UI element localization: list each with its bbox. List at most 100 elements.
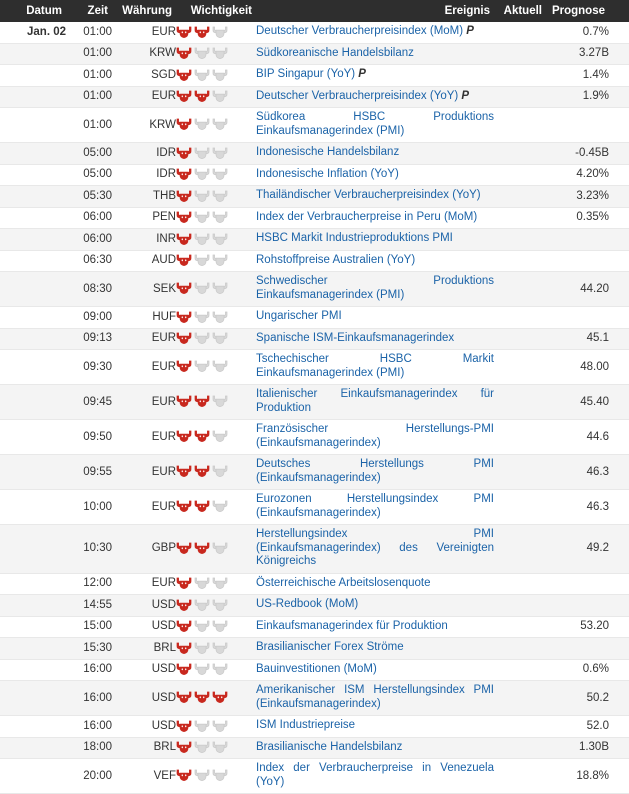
cell-ereignis[interactable]: US-Redbook (MoM) — [256, 595, 494, 617]
cell-wichtigkeit[interactable] — [176, 737, 256, 759]
cell-ereignis[interactable]: Italienischer Einkaufsmanagerindex für P… — [256, 385, 494, 420]
cell-ereignis[interactable]: Bauinvestitionen (MoM) — [256, 659, 494, 681]
event-link[interactable]: Südkoreanische Handelsbilanz — [256, 46, 414, 59]
event-link[interactable]: Eurozonen Herstellungsindex PMI (Einkauf… — [256, 493, 494, 519]
table-row[interactable]: 20:00 VEF Index der Verbraucherpreise in V… — [0, 758, 629, 794]
table-row[interactable]: 09:50 EUR Französischer Herstellungs-PMI (… — [0, 419, 629, 455]
event-link[interactable]: Deutscher Verbraucherpreisindex (YoY) P — [256, 89, 470, 102]
table-row[interactable]: 14:55 USD US-Redbook (MoM) 0.00% — [0, 594, 629, 617]
cell-ereignis[interactable]: Rohstoffpreise Australien (YoY) — [256, 250, 494, 272]
event-link[interactable]: Spanische ISM-Einkaufsmanagerindex — [256, 331, 455, 344]
event-link[interactable]: US-Redbook (MoM) — [256, 598, 359, 610]
cell-wichtigkeit[interactable] — [176, 659, 256, 681]
cell-ereignis[interactable]: Eurozonen Herstellungsindex PMI (Einkauf… — [256, 490, 494, 525]
table-row[interactable]: 01:00 EUR Deutscher Verbraucherpreisindex … — [0, 86, 629, 108]
event-link[interactable]: Südkorea HSBC Produktions Einkaufsmanage… — [256, 111, 494, 137]
event-link[interactable]: Indonesische Handelsbilanz — [256, 146, 400, 158]
cell-ereignis[interactable]: Amerikanischer ISM Herstellungsindex PMI… — [256, 681, 494, 716]
event-link[interactable]: Bauinvestitionen (MoM) — [256, 662, 377, 675]
cell-wichtigkeit[interactable] — [176, 525, 256, 574]
table-row[interactable]: 06:30 AUD Rohstoffpreise Australien (YoY) -… — [0, 250, 629, 272]
table-row[interactable]: 08:30 SEK Schwedischer Produktions Einkauf… — [0, 271, 629, 307]
event-link[interactable]: Amerikanischer ISM Herstellungsindex PMI… — [256, 684, 494, 710]
event-link[interactable]: Brasilianische Handelsbilanz — [256, 740, 403, 753]
cell-ereignis[interactable]: HSBC Markit Industrieproduktions PMI — [256, 229, 494, 251]
cell-wichtigkeit[interactable] — [176, 616, 256, 638]
event-link[interactable]: Ungarischer PMI — [256, 310, 342, 322]
event-link[interactable]: Schwedischer Produktions Einkaufsmanager… — [256, 275, 494, 301]
table-row[interactable]: 09:00 HUF Ungarischer PMI 52.3 — [0, 306, 629, 329]
cell-ereignis[interactable]: Südkoreanische Handelsbilanz — [256, 43, 494, 65]
cell-wichtigkeit[interactable] — [176, 385, 256, 420]
cell-wichtigkeit[interactable] — [176, 186, 256, 208]
table-row[interactable]: 15:00 USD Einkaufsmanagerindex für Produkt… — [0, 616, 629, 638]
cell-ereignis[interactable]: Index der Verbraucherpreise in Peru (MoM… — [256, 207, 494, 229]
table-row[interactable]: Jan. 02 01:00 EUR Deutscher Verbraucherprei… — [0, 22, 629, 43]
event-link[interactable]: Österreichische Arbeitslosenquote — [256, 576, 431, 589]
event-link[interactable]: Deutsches Herstellungs PMI (Einkaufsmana… — [256, 458, 494, 484]
event-link[interactable]: Französischer Herstellungs-PMI (Einkaufs… — [256, 423, 494, 449]
cell-ereignis[interactable]: Französischer Herstellungs-PMI (Einkaufs… — [256, 420, 494, 455]
event-link[interactable]: Einkaufsmanagerindex für Produktion — [256, 619, 448, 632]
table-row[interactable]: 16:00 USD Amerikanischer ISM Herstellungsi… — [0, 680, 629, 716]
table-row[interactable]: 12:00 EUR Österreichische Arbeitslosenquot… — [0, 573, 629, 595]
table-row[interactable]: 05:00 IDR Indonesische Inflation (YoY) 4.20… — [0, 164, 629, 186]
column-header-ereignis[interactable]: Ereignis — [256, 0, 494, 22]
event-link[interactable]: Italienischer Einkaufsmanagerindex für P… — [256, 388, 494, 414]
event-link[interactable]: Rohstoffpreise Australien (YoY) — [256, 253, 416, 266]
column-header-wichtigkeit[interactable]: Wichtigkeit — [176, 0, 256, 22]
cell-wichtigkeit[interactable] — [176, 143, 256, 165]
cell-ereignis[interactable]: Spanische ISM-Einkaufsmanagerindex — [256, 328, 494, 350]
table-row[interactable]: 16:00 USD Bauinvestitionen (MoM) 0.6%1.4% — [0, 659, 629, 681]
event-link[interactable]: Index der Verbraucherpreise in Venezuela… — [256, 762, 494, 788]
cell-wichtigkeit[interactable] — [176, 22, 256, 43]
cell-ereignis[interactable]: Tschechischer HSBC Markit Einkaufsmanage… — [256, 350, 494, 385]
event-link[interactable]: Thailändischer Verbraucherpreisindex (Yo… — [256, 189, 481, 201]
cell-wichtigkeit[interactable] — [176, 272, 256, 307]
cell-ereignis[interactable]: Brasilianischer Forex Ströme — [256, 638, 494, 660]
cell-wichtigkeit[interactable] — [176, 250, 256, 272]
table-row[interactable]: 01:00 SGD BIP Singapur (YoY) P 1.4%0.3% — [0, 64, 629, 87]
cell-wichtigkeit[interactable] — [176, 207, 256, 229]
event-link[interactable]: Index der Verbraucherpreise in Peru (MoM… — [256, 210, 478, 223]
table-row[interactable]: 15:30 BRL Brasilianischer Forex Ströme -7.0… — [0, 637, 629, 660]
cell-ereignis[interactable]: ISM Industriepreise — [256, 716, 494, 738]
event-link[interactable]: Deutscher Verbraucherpreisindex (MoM) P — [256, 25, 474, 37]
cell-ereignis[interactable]: Herstellungsindex PMI (Einkaufsmanagerin… — [256, 525, 494, 574]
cell-ereignis[interactable]: Einkaufsmanagerindex für Produktion — [256, 616, 494, 638]
cell-ereignis[interactable]: Südkorea HSBC Produktions Einkaufsmanage… — [256, 108, 494, 143]
cell-wichtigkeit[interactable] — [176, 43, 256, 65]
cell-wichtigkeit[interactable] — [176, 65, 256, 87]
cell-wichtigkeit[interactable] — [176, 108, 256, 143]
cell-ereignis[interactable]: Deutsches Herstellungs PMI (Einkaufsmana… — [256, 455, 494, 490]
cell-wichtigkeit[interactable] — [176, 350, 256, 385]
cell-ereignis[interactable]: Indonesische Handelsbilanz — [256, 143, 494, 165]
table-row[interactable]: 06:00 PEN Index der Verbraucherpreise in P… — [0, 207, 629, 229]
cell-ereignis[interactable]: Ungarischer PMI — [256, 307, 494, 329]
table-row[interactable]: 05:00 IDR Indonesische Handelsbilanz -0.45B… — [0, 142, 629, 165]
table-row[interactable]: 06:00 INR HSBC Markit Industrieproduktions… — [0, 228, 629, 251]
cell-ereignis[interactable]: BIP Singapur (YoY) P — [256, 65, 494, 87]
table-row[interactable]: 01:00 KRW Südkoreanische Handelsbilanz 3.27… — [0, 43, 629, 65]
table-row[interactable]: 01:00 KRW Südkorea HSBC Produktions Einkau… — [0, 107, 629, 143]
cell-wichtigkeit[interactable] — [176, 307, 256, 329]
cell-ereignis[interactable]: Thailändischer Verbraucherpreisindex (Yo… — [256, 186, 494, 208]
cell-wichtigkeit[interactable] — [176, 164, 256, 186]
cell-ereignis[interactable]: Brasilianische Handelsbilanz — [256, 737, 494, 759]
cell-ereignis[interactable]: Deutscher Verbraucherpreisindex (YoY) P — [256, 86, 494, 108]
event-link[interactable]: Indonesische Inflation (YoY) — [256, 167, 399, 180]
event-link[interactable]: HSBC Markit Industrieproduktions PMI — [256, 232, 453, 244]
column-header-aktuell[interactable]: Aktuell — [494, 0, 546, 22]
table-row[interactable]: 10:00 EUR Eurozonen Herstellungsindex PMI … — [0, 489, 629, 525]
cell-wichtigkeit[interactable] — [176, 716, 256, 738]
cell-wichtigkeit[interactable] — [176, 595, 256, 617]
table-row[interactable]: 09:55 EUR Deutsches Herstellungs PMI (Eink… — [0, 454, 629, 490]
cell-wichtigkeit[interactable] — [176, 455, 256, 490]
column-header-zeit[interactable]: Zeit — [66, 0, 112, 22]
event-link[interactable]: Brasilianischer Forex Ströme — [256, 641, 404, 653]
cell-ereignis[interactable]: Deutscher Verbraucherpreisindex (MoM) P — [256, 22, 494, 43]
table-row[interactable]: 05:30 THB Thailändischer Verbraucherpreisi… — [0, 185, 629, 208]
cell-wichtigkeit[interactable] — [176, 638, 256, 660]
cell-ereignis[interactable]: Schwedischer Produktions Einkaufsmanager… — [256, 272, 494, 307]
table-row[interactable]: 09:30 EUR Tschechischer HSBC Markit Einkau… — [0, 349, 629, 385]
